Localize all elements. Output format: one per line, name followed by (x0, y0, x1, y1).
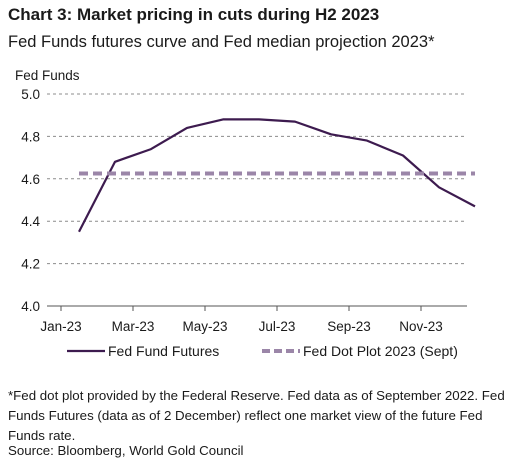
series-lines (78, 118, 476, 233)
footnote: *Fed dot plot provided by the Federal Re… (8, 388, 505, 443)
legend-entry: Fed Fund Futures (108, 343, 219, 359)
chart-title: Chart 3: Market pricing in cuts during H… (8, 5, 380, 24)
y-tick-label: 5.0 (21, 87, 40, 102)
gridlines (47, 93, 467, 265)
y-axis-label: Fed Funds (15, 68, 80, 83)
source-note: Source: Bloomberg, World Gold Council (8, 443, 244, 458)
x-tick-label: Jul-23 (259, 319, 296, 334)
legend: Fed Fund Futures Fed Dot Plot 2023 (Sept) (67, 343, 458, 359)
legend-entry: Fed Dot Plot 2023 (Sept) (303, 343, 458, 359)
y-tick-label: 4.6 (21, 172, 40, 187)
x-axis: Jan-23 Mar-23 May-23 Jul-23 Sep-23 Nov-23 (40, 305, 467, 334)
x-tick-label: Jan-23 (40, 319, 81, 334)
x-tick-label: May-23 (182, 319, 227, 334)
y-tick-label: 4.0 (21, 299, 40, 314)
x-tick-label: Mar-23 (112, 319, 155, 334)
y-axis-ticks: 4.0 4.2 4.4 4.6 4.8 5.0 (21, 87, 40, 314)
y-tick-label: 4.4 (21, 214, 40, 229)
y-tick-label: 4.2 (21, 257, 40, 272)
chart-subtitle: Fed Funds futures curve and Fed median p… (8, 33, 435, 51)
line-chart: Fed Funds 4.0 4.2 4.4 4.6 4.8 5.0 Jan-23 Mar-2… (15, 68, 476, 359)
series-line-futures (78, 118, 476, 233)
x-tick-label: Nov-23 (399, 319, 443, 334)
y-tick-label: 4.8 (21, 129, 40, 144)
x-tick-label: Sep-23 (327, 319, 371, 334)
